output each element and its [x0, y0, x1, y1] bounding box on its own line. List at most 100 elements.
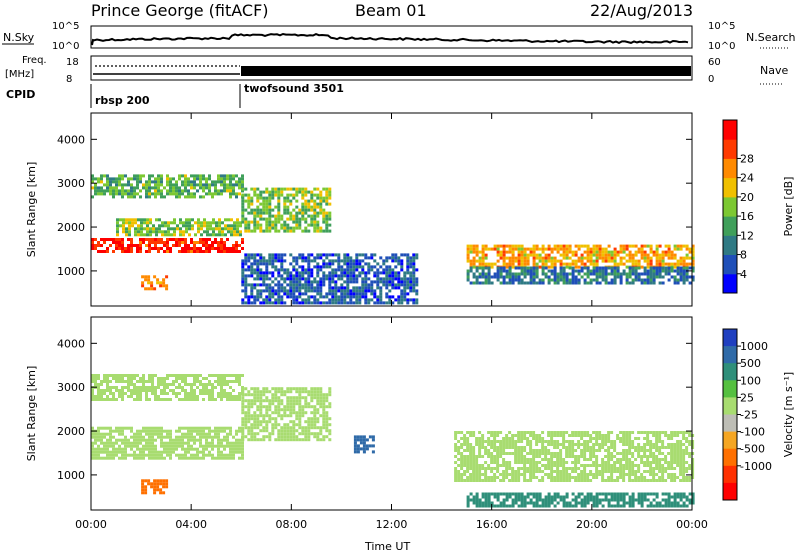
- data-cell: [355, 265, 359, 269]
- data-cell: [565, 262, 569, 266]
- data-cell: [682, 266, 686, 270]
- data-cell: [514, 473, 518, 476]
- data-cell: [655, 458, 659, 461]
- data-cell: [307, 274, 311, 278]
- data-cell: [352, 286, 356, 290]
- data-cell: [583, 479, 587, 482]
- data-cell: [589, 470, 593, 473]
- data-cell: [304, 256, 308, 260]
- data-cell: [262, 426, 266, 430]
- data-cell: [550, 256, 554, 260]
- data-cell: [406, 283, 410, 287]
- data-cell: [538, 461, 542, 464]
- data-cell: [610, 269, 614, 273]
- data-cell: [259, 295, 263, 299]
- data-cell: [394, 271, 398, 275]
- data-cell: [688, 434, 692, 437]
- data-cell: [622, 437, 626, 440]
- data-cell: [580, 504, 584, 508]
- data-cell: [349, 256, 353, 260]
- data-cell: [325, 429, 329, 433]
- data-cell: [367, 301, 371, 305]
- data-cell: [616, 269, 620, 273]
- data-cell: [454, 479, 458, 482]
- data-cell: [91, 389, 94, 392]
- data-cell: [322, 262, 326, 266]
- data-cell: [340, 298, 344, 302]
- data-cell: [307, 256, 311, 260]
- data-cell: [454, 455, 458, 458]
- data-cell: [547, 253, 551, 257]
- data-cell: [637, 247, 641, 251]
- data-cell: [454, 473, 458, 476]
- data-cell: [298, 286, 302, 290]
- data-cell: [203, 224, 206, 228]
- data-cell: [256, 208, 260, 212]
- data-cell: [241, 271, 245, 275]
- data-cell: [289, 402, 293, 406]
- data-cell: [544, 495, 548, 499]
- data-cell: [598, 281, 602, 285]
- data-cell: [188, 233, 191, 237]
- data-cell: [616, 495, 620, 499]
- data-cell: [151, 426, 154, 430]
- data-cell: [169, 456, 172, 460]
- data-band: [241, 387, 332, 442]
- data-cell: [655, 461, 659, 464]
- data-cell: [292, 420, 296, 424]
- data-cell: [520, 259, 524, 263]
- data-cell: [478, 455, 482, 458]
- data-cell: [136, 392, 139, 395]
- data-cell: [556, 281, 560, 285]
- data-cell: [475, 464, 479, 467]
- data-cell: [502, 461, 506, 464]
- data-cell: [541, 266, 545, 270]
- data-cell: [673, 247, 677, 251]
- data-cell: [277, 289, 281, 293]
- data-cell: [322, 187, 326, 191]
- data-cell: [481, 266, 485, 270]
- data-cell: [400, 292, 404, 296]
- data-cell: [166, 177, 169, 181]
- data-cell: [532, 247, 536, 251]
- data-cell: [145, 398, 148, 401]
- data-cell: [409, 274, 413, 278]
- data-cell: [247, 199, 251, 203]
- data-cell: [238, 377, 241, 380]
- data-cell: [166, 447, 169, 451]
- data-cell: [313, 220, 317, 224]
- data-cell: [388, 274, 392, 278]
- data-cell: [505, 467, 509, 470]
- data-cell: [280, 298, 284, 302]
- data-cell: [670, 464, 674, 467]
- data-cell: [289, 277, 293, 281]
- data-cell: [514, 492, 518, 496]
- data-cell: [649, 259, 653, 263]
- data-cell: [508, 259, 512, 263]
- data-cell: [394, 259, 398, 263]
- data-cell: [226, 432, 229, 436]
- data-cell: [565, 501, 569, 505]
- data-cell: [568, 446, 572, 449]
- data-cell: [592, 504, 596, 508]
- data-cell: [160, 189, 163, 193]
- data-cell: [227, 230, 230, 234]
- data-cell: [133, 195, 136, 199]
- data-cell: [637, 449, 641, 452]
- data-cell: [313, 390, 317, 394]
- data-cell: [259, 208, 263, 212]
- data-cell: [256, 432, 260, 436]
- data-cell: [109, 244, 112, 247]
- data-cell: [112, 453, 115, 457]
- data-cell: [508, 275, 512, 279]
- data-cell: [634, 473, 638, 476]
- data-cell: [165, 479, 169, 483]
- data-cell: [226, 183, 229, 187]
- data-cell: [241, 399, 245, 403]
- data-cell: [196, 189, 199, 193]
- data-cell: [97, 450, 100, 454]
- data-cell: [220, 383, 223, 386]
- data-cell: [130, 395, 133, 398]
- data-cell: [658, 266, 662, 270]
